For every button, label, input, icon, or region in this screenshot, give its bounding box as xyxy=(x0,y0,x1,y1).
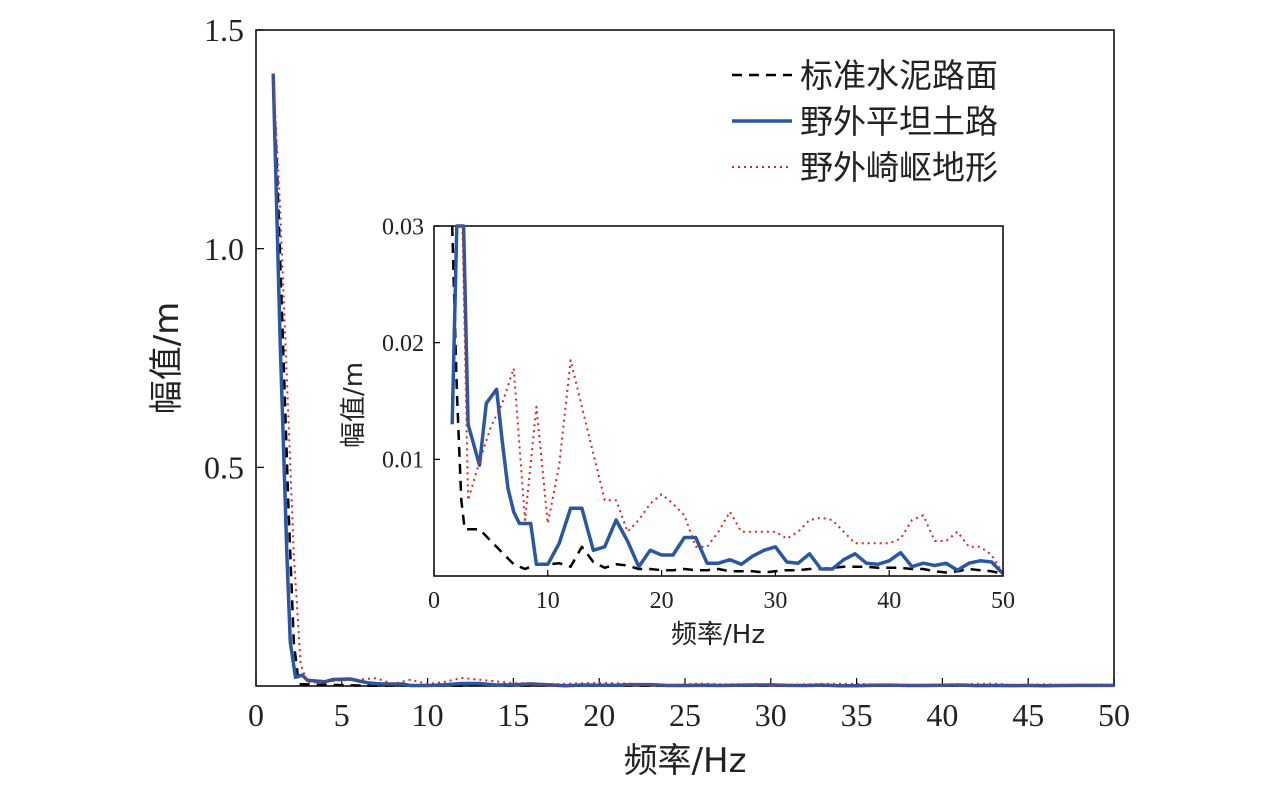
inset-y-axis: 0.01 0.02 0.03 xyxy=(382,214,440,474)
inset-x-tick-label-5: 50 xyxy=(991,588,1015,614)
main-x-tick-label-7: 35 xyxy=(841,697,873,733)
main-x-tick-label-6: 30 xyxy=(755,697,787,733)
inset-x-tick-label-2: 20 xyxy=(650,588,674,614)
main-x-tick-label-9: 45 xyxy=(1012,697,1044,733)
inset-x-tick-label-4: 40 xyxy=(877,588,901,614)
main-x-tick-label-1: 5 xyxy=(334,697,350,733)
legend-item-cement: 标准水泥路面 xyxy=(732,56,998,95)
inset-series-group xyxy=(450,224,1005,575)
main-x-axis-label: 频率/Hz xyxy=(624,741,747,781)
main-x-axis: 0 5 10 15 20 25 30 35 40 45 50 xyxy=(248,678,1130,733)
inset-y-tick-label-0: 0.01 xyxy=(382,448,424,474)
inset-x-tick-label-1: 10 xyxy=(536,588,560,614)
inset-y-tick-label-2: 0.03 xyxy=(382,214,424,240)
inset-series-line-0 xyxy=(450,225,1004,575)
main-y-tick-label-0: 0.5 xyxy=(204,450,244,486)
main-series-group xyxy=(271,73,1115,688)
legend: 标准水泥路面 野外平坦土路 野外崎岖地形 xyxy=(732,56,998,187)
legend-item-rough-terrain: 野外崎岖地形 xyxy=(732,148,998,187)
main-x-tick-label-10: 50 xyxy=(1098,697,1130,733)
main-series-line-1 xyxy=(271,73,1114,688)
inset-series-line-2 xyxy=(456,225,1004,575)
main-y-tick-label-2: 1.5 xyxy=(204,12,244,48)
main-x-tick-label-4: 20 xyxy=(583,697,615,733)
main-series-line-2 xyxy=(272,73,1114,687)
inset-plot-frame xyxy=(433,225,1004,577)
inset-x-tick-label-3: 30 xyxy=(763,588,787,614)
main-y-axis: 0.5 1.0 1.5 xyxy=(204,12,264,486)
legend-label-rough-terrain: 野外崎岖地形 xyxy=(800,148,998,187)
main-x-tick-label-8: 40 xyxy=(926,697,958,733)
main-x-tick-label-5: 25 xyxy=(669,697,701,733)
inset-series-line-1 xyxy=(450,224,1005,575)
inset-y-tick-label-1: 0.02 xyxy=(382,331,424,357)
inset-y-axis-label: 幅值/m xyxy=(339,362,369,448)
inset-chart: 0 10 20 30 40 50 0.01 0.02 0.03 频率/Hz 幅值/m xyxy=(339,214,1015,650)
main-x-tick-label-0: 0 xyxy=(248,697,264,733)
main-x-tick-label-3: 15 xyxy=(497,697,529,733)
inset-x-axis-label: 频率/Hz xyxy=(671,620,765,650)
main-y-tick-label-1: 1.0 xyxy=(204,231,244,267)
legend-label-cement: 标准水泥路面 xyxy=(800,56,998,95)
inset-x-axis: 0 10 20 30 40 50 xyxy=(428,570,1015,614)
inset-x-tick-label-0: 0 xyxy=(428,588,440,614)
legend-item-flat-dirt-road: 野外平坦土路 xyxy=(732,102,998,141)
main-y-axis-label: 幅值/m xyxy=(147,302,187,415)
legend-label-flat-dirt-road: 野外平坦土路 xyxy=(800,102,998,141)
main-x-tick-label-2: 10 xyxy=(412,697,444,733)
